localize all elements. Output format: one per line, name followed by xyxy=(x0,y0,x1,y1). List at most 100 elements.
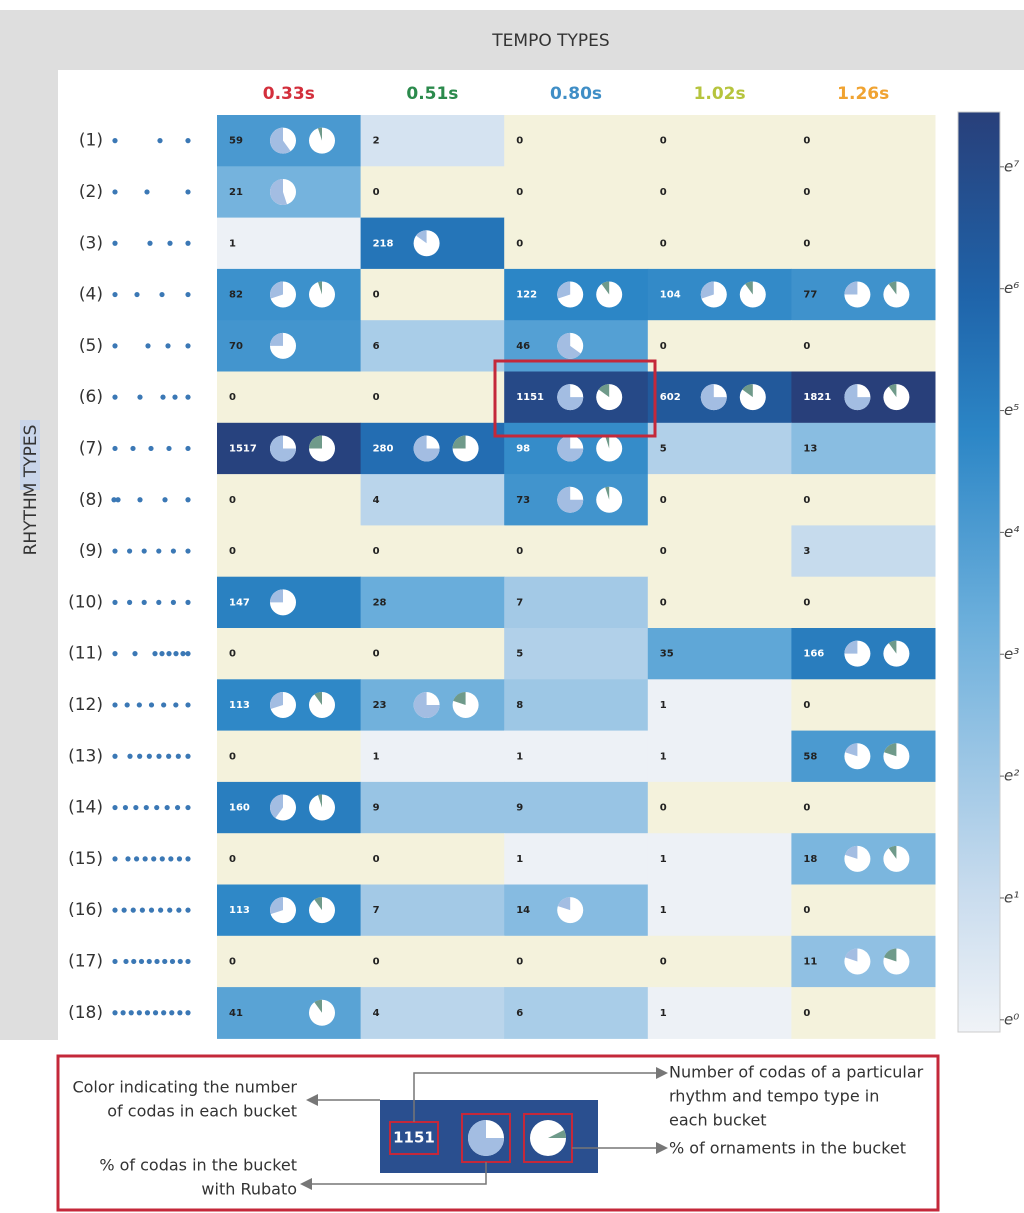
row-label: (16) xyxy=(68,900,103,920)
heatmap-cell xyxy=(647,987,792,1039)
heatmap-cell xyxy=(647,474,792,526)
heatmap-cell xyxy=(360,268,505,321)
heatmap-cell xyxy=(647,833,792,885)
rhythm-dot xyxy=(185,291,191,298)
row-label: (11) xyxy=(68,644,103,664)
legend-text: % of ornaments in the bucket xyxy=(669,1139,906,1158)
rhythm-dot xyxy=(180,651,186,657)
cell-count: 46 xyxy=(516,341,530,352)
row-label: (12) xyxy=(68,695,103,715)
rhythm-dot xyxy=(161,702,167,708)
rhythm-dot xyxy=(112,445,118,452)
cell-count: 602 xyxy=(660,392,681,403)
cell-count: 1 xyxy=(229,238,236,249)
row-label: (13) xyxy=(68,746,103,766)
heatmap-cell xyxy=(647,115,792,167)
rhythm-dot xyxy=(136,1010,142,1016)
heatmap-cell xyxy=(360,525,505,578)
rhythm-dot xyxy=(185,343,191,349)
rhythm-dot xyxy=(134,291,140,298)
heatmap-cell xyxy=(504,781,649,834)
heatmap-cell xyxy=(791,987,936,1039)
heatmap-cell xyxy=(360,166,505,219)
cell-count: 41 xyxy=(229,1008,243,1019)
rhythm-dot xyxy=(177,958,183,965)
rubato-slice xyxy=(700,384,727,411)
cell-count: 0 xyxy=(660,341,667,352)
cell-count: 3 xyxy=(803,546,810,557)
rhythm-dot xyxy=(127,753,133,759)
legend-marker xyxy=(523,1113,573,1163)
cell-count: 18 xyxy=(803,854,817,865)
heatmap-cell xyxy=(360,781,505,834)
rhythm-dot xyxy=(132,651,138,657)
cell-count: 0 xyxy=(660,597,667,608)
heatmap-cell xyxy=(647,422,792,475)
rhythm-dot xyxy=(141,599,147,605)
heatmap-cell xyxy=(647,320,792,372)
cell-count: 0 xyxy=(803,495,810,506)
heatmap-cell xyxy=(504,166,649,219)
rhythm-dot xyxy=(185,804,191,811)
rhythm-dot xyxy=(167,907,173,913)
heatmap-cell xyxy=(647,781,792,834)
cell-count: 0 xyxy=(373,290,380,301)
rhythm-dot xyxy=(159,651,165,657)
heatmap-cell xyxy=(647,217,792,270)
rhythm-dot xyxy=(143,804,149,811)
heatmap-cell xyxy=(504,217,649,270)
heatmap-cell xyxy=(360,730,505,783)
cell-count: 0 xyxy=(803,803,810,814)
cell-count: 77 xyxy=(803,290,817,301)
rhythm-dot xyxy=(137,753,143,759)
column-label: 0.51s xyxy=(406,84,458,104)
rhythm-dot xyxy=(165,343,171,349)
ornament-slice xyxy=(317,281,322,295)
ornament-slice xyxy=(314,999,322,1013)
rhythm-dot xyxy=(157,138,163,144)
rubato-slice xyxy=(413,691,440,718)
heatmap-cell xyxy=(647,525,792,578)
rhythm-dot xyxy=(124,702,130,708)
ornament-slice xyxy=(452,435,466,449)
rhythm-dot xyxy=(162,497,168,503)
rhythm-dot xyxy=(112,138,118,144)
legend-pie-slice xyxy=(548,1130,566,1138)
rhythm-dot xyxy=(148,445,154,452)
rhythm-dot xyxy=(112,599,118,605)
legend-pie-slice xyxy=(468,1120,504,1156)
heatmap-cell xyxy=(504,115,649,167)
cell-count: 9 xyxy=(373,803,380,814)
rhythm-dot xyxy=(112,548,118,554)
rhythm-dot xyxy=(151,856,157,862)
rhythm-dot xyxy=(122,804,129,811)
cell-count: 0 xyxy=(803,905,810,916)
legend-text: with Rubato xyxy=(201,1180,297,1199)
heatmap-cell xyxy=(217,935,362,988)
ornament-slice xyxy=(888,384,897,398)
row-label: (4) xyxy=(79,285,103,305)
cell-count: 1 xyxy=(660,1008,667,1019)
cell-count: 218 xyxy=(373,238,394,249)
cell-count: 0 xyxy=(803,238,810,249)
cell-count: 0 xyxy=(516,546,523,557)
rhythm-dot xyxy=(185,702,191,708)
rhythm-dot xyxy=(144,1010,151,1016)
rubato-slice xyxy=(700,281,714,299)
cell-count: 1517 xyxy=(229,443,257,454)
rhythm-dot xyxy=(156,599,162,605)
cell-count: 0 xyxy=(373,392,380,403)
rhythm-dot xyxy=(146,958,152,965)
colorbar-label: e³ xyxy=(1004,645,1019,663)
rubato-slice xyxy=(557,897,571,911)
cell-count: 147 xyxy=(229,597,250,608)
rhythm-dot xyxy=(112,753,118,759)
rhythm-dot xyxy=(127,599,133,605)
cell-count: 0 xyxy=(803,341,810,352)
cell-count: 1 xyxy=(660,700,667,711)
rhythm-dot xyxy=(166,753,172,759)
heatmap-cell xyxy=(360,474,505,526)
rhythm-dot xyxy=(185,189,191,195)
rhythm-dot xyxy=(160,394,166,400)
row-label: (10) xyxy=(68,592,103,612)
